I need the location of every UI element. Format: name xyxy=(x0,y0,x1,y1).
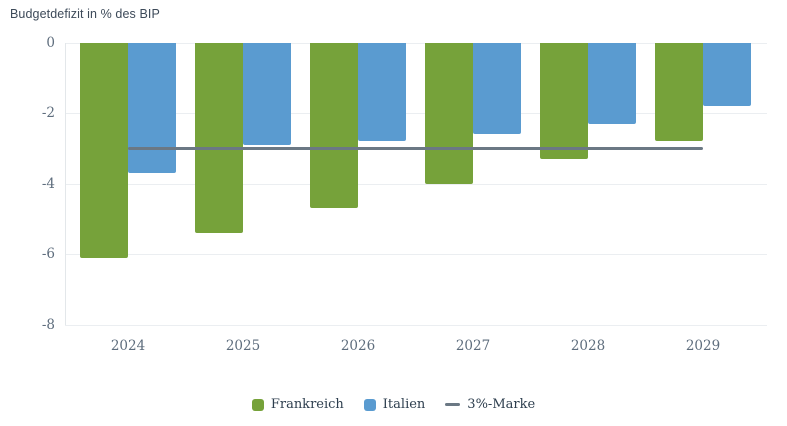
x-axis-label-2027: 2027 xyxy=(455,338,491,354)
x-axis-label-2029: 2029 xyxy=(685,338,721,354)
y-axis-tick-label: 0 xyxy=(46,34,55,51)
y-axis-tick-label: -8 xyxy=(41,317,55,333)
y-axis-tick-label: -6 xyxy=(41,246,55,263)
legend-label-frankreich: Frankreich xyxy=(270,397,344,412)
legend-label-italien: Italien xyxy=(382,397,426,412)
legend-line-swatch xyxy=(445,403,461,406)
gridline--4 xyxy=(65,183,767,185)
bar-italien-2025[interactable] xyxy=(243,42,291,145)
bar-frankreich-2024[interactable] xyxy=(80,42,128,258)
gridline--2 xyxy=(65,113,767,115)
bar-frankreich-2027[interactable] xyxy=(425,42,473,184)
x-axis-label-2025: 2025 xyxy=(225,338,261,354)
bar-italien-2024[interactable] xyxy=(128,42,176,174)
bar-italien-2028[interactable] xyxy=(588,42,636,124)
legend-swatch-italien xyxy=(363,398,376,411)
y-axis-tick-label: -2 xyxy=(41,105,55,122)
gridline--8 xyxy=(65,325,767,326)
chart-title: Budgetdefizit in % des BIP xyxy=(10,7,160,21)
legend-item-frankreich[interactable]: Frankreich xyxy=(251,397,344,412)
bar-frankreich-2026[interactable] xyxy=(310,42,358,209)
bar-italien-2027[interactable] xyxy=(473,42,521,135)
bar-frankreich-2028[interactable] xyxy=(540,42,588,160)
x-axis-label-2026: 2026 xyxy=(340,338,376,354)
bar-frankreich-2025[interactable] xyxy=(195,42,243,234)
chart-legend: Frankreich Italien 3%-Marke xyxy=(0,397,787,412)
legend-swatch-frankreich xyxy=(251,398,264,411)
bar-italien-2029[interactable] xyxy=(703,42,751,107)
legend-item-3-percent-marke[interactable]: 3%-Marke xyxy=(445,397,535,412)
x-axis-label-2028: 2028 xyxy=(570,338,606,354)
y-axis-tick-label: -4 xyxy=(41,175,55,192)
legend-label-3-percent-marke: 3%-Marke xyxy=(467,397,536,412)
legend-item-italien[interactable]: Italien xyxy=(363,397,426,412)
gridline-0 xyxy=(65,42,767,44)
y-axis-line xyxy=(65,42,66,325)
threshold-line-3-percent xyxy=(128,146,703,150)
gridline--6 xyxy=(65,254,767,256)
x-axis-label-2024: 2024 xyxy=(110,338,146,354)
bar-italien-2026[interactable] xyxy=(358,42,406,142)
bar-frankreich-2029[interactable] xyxy=(655,42,703,142)
